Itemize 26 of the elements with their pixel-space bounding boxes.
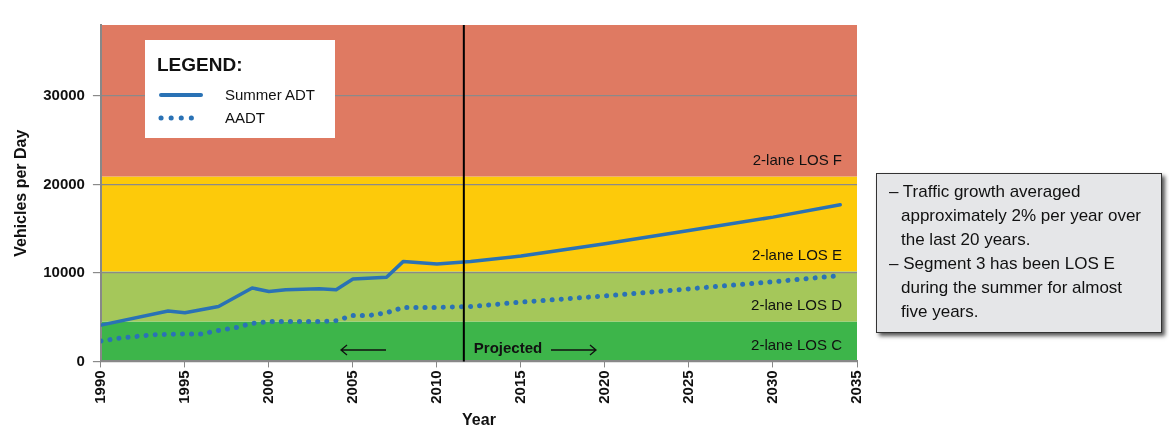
x-tick-label: 2005: [343, 370, 361, 404]
legend-label: AADT: [225, 109, 266, 126]
x-axis-title: Year: [462, 410, 496, 428]
band-label: 2-lane LOS D: [751, 296, 843, 314]
x-tick-label: 2020: [595, 370, 613, 404]
band-label: 2-lane LOS F: [752, 151, 842, 169]
text: – Traffic growth averaged approximately 2% per year over the last 20 years.: [889, 181, 1142, 251]
y-tick-label: 30000: [43, 85, 85, 103]
x-tick-label: 2030: [763, 370, 781, 404]
ref-line-label: Projected: [473, 338, 543, 356]
band-label: 2-lane LOS C: [751, 336, 843, 354]
band-label: 2-lane LOS E: [751, 245, 842, 263]
x-tick-label: 2010: [427, 370, 445, 404]
x-tick-label: 2025: [679, 370, 697, 404]
y-tick-label: 20000: [43, 174, 85, 192]
x-tick-label: 1990: [91, 370, 109, 404]
y-tick-label: 10000: [43, 263, 85, 281]
y-tick-label: 0: [76, 351, 85, 369]
text: – Segment 3 has been LOS E during the summer for almost five years.: [889, 253, 1124, 323]
legend-title: LEGEND:: [157, 54, 244, 76]
x-tick-label: 1995: [175, 370, 193, 404]
y-axis-title: Vehicles per Day: [12, 129, 30, 257]
x-tick-label: 2000: [259, 370, 277, 404]
legend-label: Summer ADT: [225, 86, 316, 103]
x-tick-label: 2015: [511, 370, 529, 404]
x-tick-label: 2035: [847, 370, 865, 404]
